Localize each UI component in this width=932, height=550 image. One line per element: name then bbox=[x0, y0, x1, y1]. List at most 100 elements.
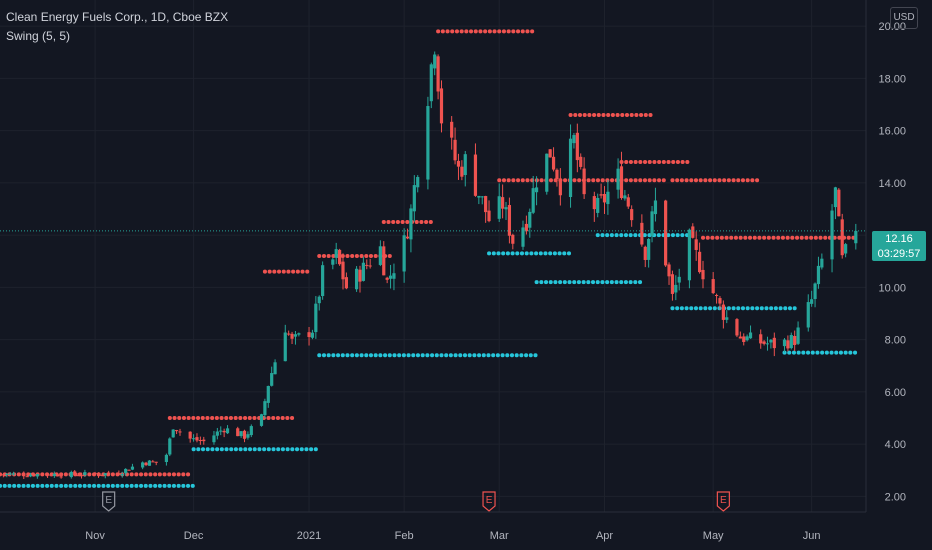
candle-body bbox=[107, 472, 111, 474]
candle bbox=[117, 470, 121, 476]
time-axis[interactable]: Nov Dec 2021 Feb Mar Apr May Jun bbox=[0, 511, 866, 542]
candle-body bbox=[558, 178, 562, 196]
candle bbox=[307, 326, 311, 346]
candle-body bbox=[568, 138, 573, 198]
candle bbox=[341, 253, 345, 290]
candle bbox=[25, 473, 29, 478]
candle-body bbox=[416, 177, 420, 188]
candle bbox=[361, 256, 365, 282]
candle-body bbox=[242, 430, 247, 439]
candle bbox=[714, 293, 719, 304]
candle bbox=[28, 472, 33, 478]
currency-button[interactable]: USD bbox=[890, 7, 918, 29]
candle bbox=[721, 300, 725, 329]
candle-body bbox=[188, 431, 192, 439]
candle-body bbox=[198, 439, 202, 441]
candle bbox=[96, 472, 101, 478]
candle bbox=[694, 231, 698, 261]
candle-body bbox=[310, 332, 315, 338]
candle-body bbox=[225, 428, 230, 434]
candle-body bbox=[507, 205, 512, 236]
candle-body bbox=[738, 336, 742, 339]
candle bbox=[837, 188, 841, 217]
candle-body bbox=[524, 223, 528, 232]
candle-body bbox=[45, 474, 50, 476]
time-tick-label: Jun bbox=[803, 530, 821, 542]
candle-body bbox=[79, 475, 84, 477]
candle bbox=[507, 197, 512, 244]
candle bbox=[551, 147, 556, 172]
candle-body bbox=[833, 187, 838, 208]
candle-body bbox=[83, 472, 87, 476]
time-tick-label: May bbox=[703, 530, 724, 542]
candle-body bbox=[341, 261, 345, 280]
candle-body bbox=[124, 468, 128, 474]
candle-body bbox=[480, 196, 484, 198]
candle bbox=[141, 461, 145, 470]
candle-body bbox=[331, 259, 335, 265]
candle-body bbox=[582, 168, 586, 195]
candle bbox=[735, 318, 739, 338]
indicator-title[interactable]: Swing (5, 5) bbox=[6, 29, 71, 43]
candle-body bbox=[619, 166, 624, 199]
earnings-marker[interactable]: E bbox=[716, 491, 730, 512]
earnings-label: E bbox=[720, 495, 727, 506]
candle-body bbox=[49, 474, 53, 476]
time-tick-label: Feb bbox=[395, 530, 414, 542]
symbol-title[interactable]: Clean Energy Fuels Corp., 1D, Cboe BZX bbox=[6, 10, 229, 24]
candle bbox=[806, 294, 810, 332]
candle bbox=[501, 184, 505, 219]
candle-body bbox=[725, 317, 729, 320]
candle bbox=[738, 331, 742, 339]
candle-body bbox=[307, 332, 311, 338]
candle-body bbox=[592, 196, 596, 210]
candle-body bbox=[810, 299, 814, 304]
candle bbox=[796, 321, 800, 346]
candle-body bbox=[504, 207, 508, 210]
candle bbox=[212, 430, 216, 445]
candle-body bbox=[297, 333, 301, 335]
candle bbox=[11, 471, 16, 476]
candle bbox=[619, 151, 624, 200]
candle-body bbox=[365, 264, 369, 266]
candle-body bbox=[402, 235, 406, 272]
candle-body bbox=[28, 474, 33, 477]
candle-body bbox=[378, 246, 382, 265]
candle-body bbox=[174, 430, 179, 432]
earnings-badge-icon bbox=[102, 491, 116, 512]
candle bbox=[460, 160, 464, 181]
candle bbox=[405, 228, 410, 240]
candle bbox=[73, 470, 77, 477]
candle bbox=[453, 127, 457, 165]
candle bbox=[215, 427, 219, 440]
candle bbox=[456, 153, 461, 180]
candle bbox=[130, 463, 135, 471]
candle-body bbox=[487, 210, 491, 222]
candle bbox=[225, 425, 230, 435]
candle-body bbox=[195, 437, 199, 441]
candle bbox=[195, 433, 199, 443]
candle-body bbox=[164, 454, 169, 462]
candle-body bbox=[338, 249, 342, 265]
candle-body bbox=[687, 229, 692, 281]
earnings-marker[interactable]: E bbox=[482, 491, 496, 512]
price-axis[interactable]: 2.004.006.008.0010.0012.0014.0016.0018.0… bbox=[865, 0, 932, 550]
candle-body bbox=[460, 166, 464, 177]
candle bbox=[178, 428, 182, 436]
candle bbox=[558, 168, 562, 206]
candle-body bbox=[11, 473, 16, 475]
candle-body bbox=[816, 265, 821, 285]
candle bbox=[0, 473, 2, 476]
candle bbox=[786, 335, 790, 352]
candle-body bbox=[694, 239, 698, 250]
candle-body bbox=[677, 276, 681, 283]
candle bbox=[385, 276, 389, 284]
earnings-marker[interactable]: E bbox=[102, 491, 116, 512]
candle-body bbox=[616, 168, 620, 190]
candle-body bbox=[806, 302, 810, 328]
candle bbox=[484, 195, 488, 223]
candle-body bbox=[334, 249, 338, 258]
time-tick-label: Dec bbox=[184, 530, 204, 542]
